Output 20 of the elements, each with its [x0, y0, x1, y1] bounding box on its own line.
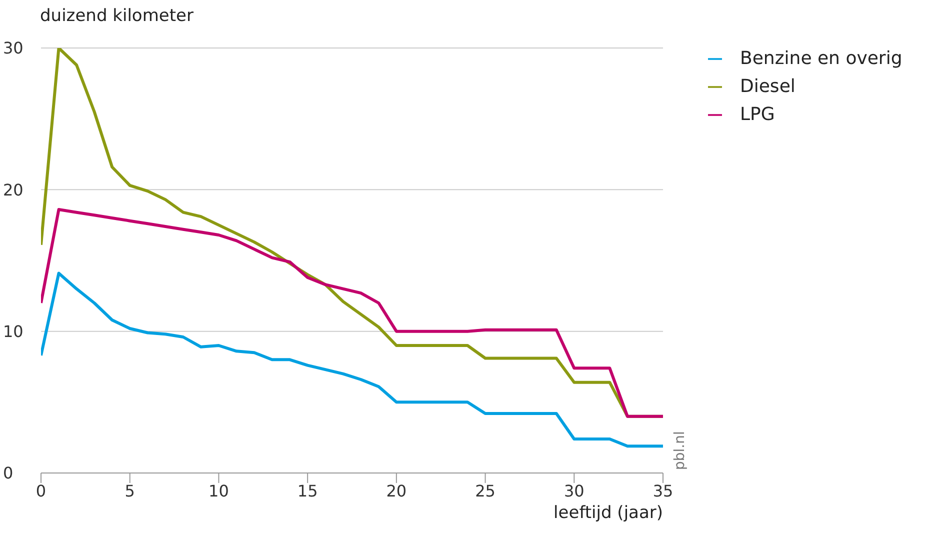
legend-label: LPG [740, 104, 775, 125]
x-axis-title: leeftijd (jaar) [554, 503, 663, 523]
y-tick-label: 0 [3, 464, 14, 483]
line-series [41, 208, 663, 418]
x-tick-label: 5 [124, 481, 135, 500]
x-tick-label: 25 [475, 481, 496, 500]
x-tick-label: 30 [564, 481, 584, 500]
legend-label: Diesel [740, 76, 796, 97]
line-series [41, 272, 663, 448]
y-tick-label: 20 [3, 180, 24, 200]
x-tick-label: 15 [297, 481, 318, 500]
y-tick-label: 10 [3, 322, 24, 342]
x-tick-label: 0 [36, 481, 46, 500]
x-tick-label: 20 [386, 481, 407, 500]
y-axis-title: duizend kilometer [40, 6, 194, 26]
x-tick-label: 10 [208, 481, 229, 500]
x-tick-label: 35 [652, 481, 674, 500]
text: pbl.nl [672, 431, 688, 470]
y-tick-label: 30 [3, 38, 24, 58]
legend-label: Benzine en overig [740, 48, 902, 69]
